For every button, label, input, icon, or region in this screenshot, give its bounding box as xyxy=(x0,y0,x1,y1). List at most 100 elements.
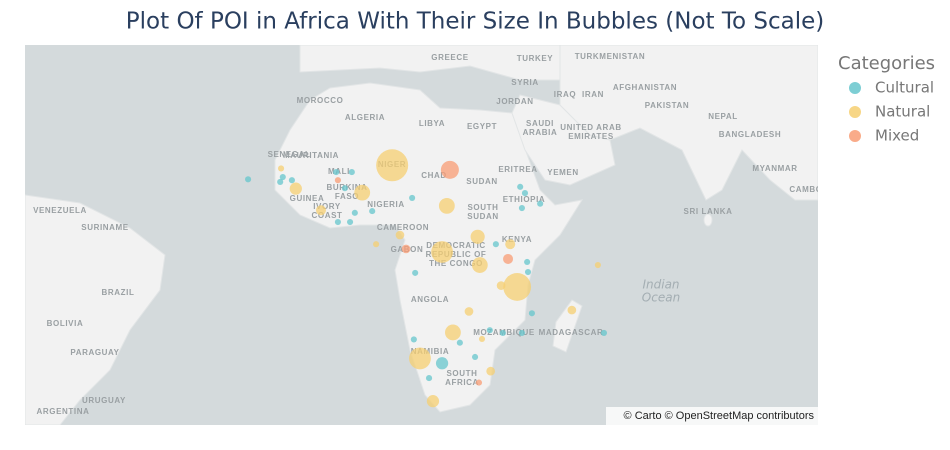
map-label: REPUBLIC OF xyxy=(426,250,487,259)
bubble xyxy=(594,261,601,269)
map-label: BOLIVIA xyxy=(47,319,84,328)
bubble xyxy=(464,307,474,316)
bubble xyxy=(471,353,479,361)
map-label: MYANMAR xyxy=(752,164,797,173)
map-label: GUINEA xyxy=(290,194,325,203)
map-label: SENEGAL xyxy=(268,150,311,159)
map-label: EMIRATES xyxy=(568,132,614,141)
bubble xyxy=(435,357,449,370)
bubble xyxy=(478,335,486,343)
map-label: AFRICA xyxy=(445,378,479,387)
bubble xyxy=(369,208,376,215)
map-label: FASO xyxy=(335,192,359,201)
bubble xyxy=(431,241,453,263)
bubble xyxy=(600,329,608,336)
bubble xyxy=(395,230,405,240)
bubble xyxy=(486,366,496,376)
bubble xyxy=(537,200,544,207)
bubble xyxy=(440,160,459,179)
bubble xyxy=(288,177,295,184)
attribution: © Carto © OpenStreetMap contributors xyxy=(624,410,815,422)
bubble xyxy=(341,185,348,192)
map-label: ETHIOPIA xyxy=(503,195,546,204)
bubble xyxy=(373,241,380,248)
bubble xyxy=(401,244,411,254)
legend-label[interactable]: Natural xyxy=(875,103,930,121)
bubble xyxy=(409,194,416,201)
map-label: SOUTH xyxy=(468,203,499,212)
map-label: SUDAN xyxy=(467,212,498,221)
bubble xyxy=(492,241,499,248)
map-label: EGYPT xyxy=(467,122,497,131)
map-label: SUDAN xyxy=(466,177,497,186)
map-label: SYRIA xyxy=(511,78,538,87)
map-label: UNITED ARAB xyxy=(560,123,621,132)
map-label: MAURITANIA xyxy=(283,151,339,160)
bubble xyxy=(528,310,535,317)
map-label: SOUTH xyxy=(447,369,478,378)
bubble xyxy=(354,184,371,201)
land xyxy=(25,45,818,425)
bubble xyxy=(475,379,483,386)
bubble xyxy=(315,205,326,216)
bubble xyxy=(245,176,252,183)
bubble xyxy=(426,395,440,408)
map-label: BRAZIL xyxy=(102,288,135,297)
map-label: BANGLADESH xyxy=(719,130,781,139)
bubble xyxy=(333,169,340,176)
bubble xyxy=(376,149,409,182)
map-label: THE CONGO xyxy=(429,259,483,268)
map-label: TURKMENISTAN xyxy=(575,52,646,61)
map-label: MOROCCO xyxy=(297,96,344,105)
bubble xyxy=(334,218,341,226)
bubble xyxy=(347,218,354,226)
map-label: ANGOLA xyxy=(411,295,449,304)
bubble xyxy=(505,239,516,250)
map-label: NAMIBIA xyxy=(411,347,449,356)
map-label: SURINAME xyxy=(81,223,129,232)
legend-marker[interactable] xyxy=(849,106,861,118)
bubble xyxy=(410,336,417,343)
legend-label[interactable]: Mixed xyxy=(875,127,919,145)
legend-marker[interactable] xyxy=(849,130,861,142)
ocean-label: Ocean xyxy=(642,291,680,305)
bubble xyxy=(521,190,529,197)
map-label: ARGENTINA xyxy=(37,407,90,416)
legend: Cultural Natural Mixed xyxy=(849,79,934,145)
map-label: MADAGASCAR xyxy=(539,328,604,337)
map-label: KENYA xyxy=(502,235,532,244)
bubble xyxy=(486,327,493,334)
legend-label[interactable]: Cultural xyxy=(875,79,934,97)
map-label: IRAN xyxy=(582,90,604,99)
map-label: LIBYA xyxy=(419,119,445,128)
bubbles xyxy=(245,149,608,408)
map-label: NIGERIA xyxy=(367,200,405,209)
bubble xyxy=(470,229,485,244)
bubble xyxy=(277,178,284,186)
bubble xyxy=(351,209,358,216)
map-label: JORDAN xyxy=(496,97,533,106)
bubble xyxy=(517,183,524,190)
map-label: ALGERIA xyxy=(345,113,385,122)
map-label: NEPAL xyxy=(708,112,738,121)
map: GREECE TURKEY TURKMENISTAN SYRIA IRAQ IRAN JOR… xyxy=(25,45,818,425)
bubble xyxy=(471,257,488,273)
map-label: AFGHANISTAN xyxy=(613,83,677,92)
bubble xyxy=(524,258,531,266)
bubble xyxy=(277,165,285,172)
map-label: COAST xyxy=(312,211,343,220)
legend-title: Categories xyxy=(838,53,935,74)
bubble xyxy=(412,269,419,276)
legend-marker[interactable] xyxy=(849,82,861,94)
map-label: URUGUAY xyxy=(82,396,126,405)
map-label: TURKEY xyxy=(517,54,554,63)
map-label: GREECE xyxy=(431,53,468,62)
bubble xyxy=(518,329,525,336)
bubble xyxy=(425,375,433,382)
map-labels: GREECE TURKEY TURKMENISTAN SYRIA IRAQ IRAN JOR… xyxy=(33,52,818,416)
map-label: DEMOCRATIC xyxy=(426,241,486,250)
bubble xyxy=(456,339,463,346)
bubble xyxy=(348,169,355,176)
bubble xyxy=(334,177,341,184)
